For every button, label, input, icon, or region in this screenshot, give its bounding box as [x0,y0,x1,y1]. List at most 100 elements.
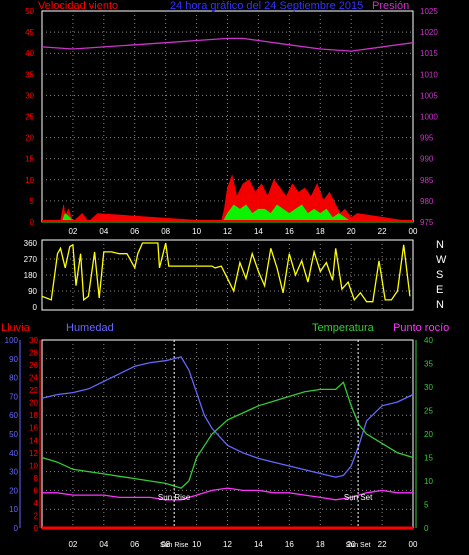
time-tick-label: 00 [409,227,418,236]
sunrise-label: Sun Rise [158,493,191,502]
time-tick-label: 20 [347,227,356,236]
pressure-axis-ticks: 975 980 985 990 995 1000 1005 1010 1015 1020 1025 [420,7,438,227]
wind-tick-label: 45 [25,28,34,37]
time-tick-label: 06 [130,227,139,236]
temperature-tick-label: 5 [424,501,429,510]
direction-line [41,242,411,303]
time-tick-label: 14 [254,227,263,236]
humidity-tick-label: 40 [9,449,18,458]
time-tick-label: 08 [161,227,170,236]
rain-tick-label: 8 [34,474,39,483]
temperature-tick-label: 35 [424,360,433,369]
direction-series [41,242,411,303]
wind-tick-label: 10 [25,176,34,185]
humidity-tick-label: 20 [9,486,18,495]
pressure-tick-label: 990 [420,155,434,164]
humidity-line [41,356,414,478]
temperature-tick-label: 30 [424,383,433,392]
sun-markers: Sun Rise Sun Set Sun Rise Sun Set [158,340,373,549]
pressure-tick-label: 975 [420,218,434,227]
pressure-tick-label: 980 [420,197,434,206]
pressure-tick-label: 1005 [420,91,438,100]
temperature-tick-label: 10 [424,477,433,486]
rain-label: Lluvia [1,322,31,334]
dewpoint-line [42,487,413,501]
dewpoint-label: Punto rocío [393,322,449,334]
time-tick-label: 18 [316,540,325,549]
humidity-tick-label: 100 [5,336,19,345]
humidity-tick-label: 50 [9,430,18,439]
time-tick-label: 12 [223,540,232,549]
time-tick-label: 00 [409,540,418,549]
rain-tick-label: 6 [34,486,39,495]
temperature-tick-label: 0 [424,524,429,533]
direction-tick-label: 90 [28,287,37,296]
temp-humidity-series [41,356,414,530]
pressure-tick-label: 1015 [420,49,438,58]
direction-tick-label: 360 [24,239,38,248]
wind-tick-label: 35 [25,70,34,79]
wind-pressure-series [41,37,414,223]
temp-humidity-axes: 0102030405060708090100024681012141618202… [5,336,434,549]
pressure-tick-label: 1020 [420,28,438,37]
pressure-tick-label: 995 [420,134,434,143]
time-tick-label: 16 [285,227,294,236]
pressure-line [41,37,414,52]
humidity-tick-label: 60 [9,411,18,420]
time-tick-label: 12 [223,227,232,236]
time-tick-label: 08 [161,540,170,549]
direction-grid [42,240,413,310]
temperature-tick-label: 20 [424,430,433,439]
rain-tick-label: 22 [29,386,38,395]
time-tick-label: 04 [99,540,108,549]
pressure-label: Presión [372,0,409,12]
pressure-tick-label: 1000 [420,113,438,122]
sunset-axis-label: Sun Set [346,542,371,549]
compass-label: N [436,239,444,251]
wind-label: Velocidad viento [38,0,118,12]
rain-tick-label: 4 [34,499,39,508]
rain-tick-label: 24 [29,374,38,383]
pressure-tick-label: 1010 [420,70,438,79]
wind-tick-label: 30 [25,91,34,100]
direction-tick-label: 180 [24,271,38,280]
wind-axis-ticks: 0 5 10 15 20 25 30 35 40 45 50 [25,7,34,227]
temperature-tick-label: 40 [424,336,433,345]
rain-tick-label: 20 [29,399,38,408]
compass-label: N [436,299,444,311]
rain-tick-label: 0 [34,524,39,533]
compass-label: E [436,284,443,296]
sunset-label: Sun Set [344,493,373,502]
time-tick-label: 10 [192,227,201,236]
rain-tick-label: 2 [34,511,39,520]
time-tick-label: 02 [68,540,77,549]
wind-tick-label: 15 [25,155,34,164]
temperature-line [41,381,414,489]
time-tick-label: 02 [68,227,77,236]
wind-tick-label: 20 [25,134,34,143]
temperature-tick-label: 25 [424,407,433,416]
time-tick-label: 16 [285,540,294,549]
humidity-tick-label: 30 [9,468,18,477]
compass-label: S [436,269,443,281]
wind-tick-label: 0 [30,218,35,227]
time-tick-label: 20 [347,540,356,549]
direction-tick-label: 270 [24,255,38,264]
top-time-axis-ticks: 02 04 06 08 10 12 14 16 18 20 22 00 [68,227,418,236]
wind-tick-label: 40 [25,49,34,58]
wind-tick-label: 50 [25,7,34,16]
humidity-label: Humedad [66,322,114,334]
rain-tick-label: 10 [29,461,38,470]
temperature-label: Temperatura [312,322,375,334]
rain-tick-label: 16 [29,424,38,433]
rain-tick-label: 30 [29,336,38,345]
compass-label: W [436,254,447,266]
wind-tick-label: 25 [25,113,34,122]
time-tick-label: 22 [378,227,387,236]
wind-tick-label: 5 [30,197,35,206]
rain-tick-label: 14 [29,436,38,445]
time-tick-label: 04 [99,227,108,236]
direction-plot-frame [41,239,414,311]
temp-humidity-grid [42,340,413,528]
